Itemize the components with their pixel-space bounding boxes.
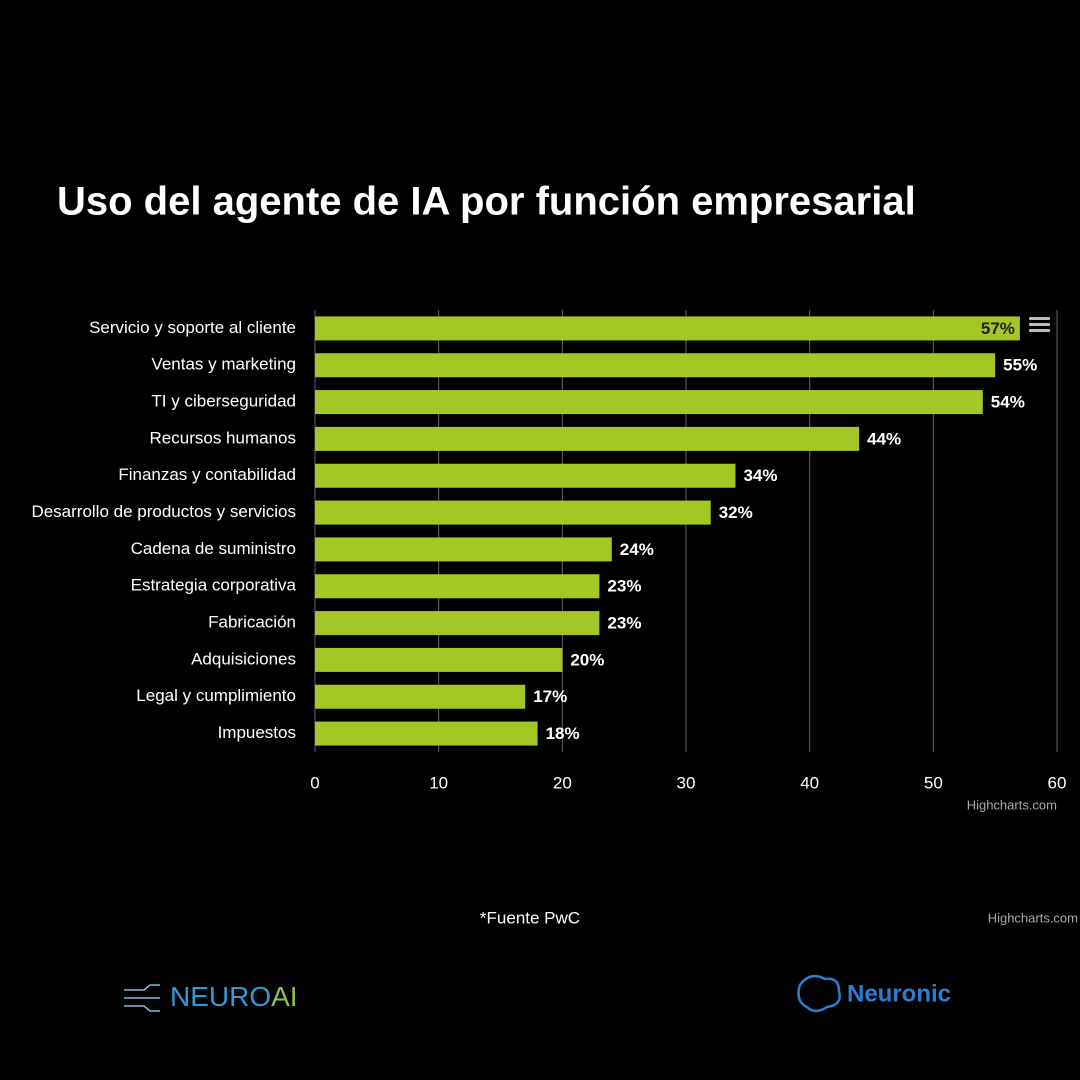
bar [315,316,1020,341]
y-tick-label: Recursos humanos [150,428,296,447]
bar [315,426,860,451]
credit[interactable]: Highcharts.com [988,910,1078,925]
y-tick-label: Desarrollo de productos y servicios [31,502,296,521]
y-tick-label: Fabricación [208,613,296,632]
bar [315,574,600,599]
y-tick-label: Legal y cumplimiento [136,686,296,705]
data-label: 20% [570,650,604,669]
x-tick-label: 20 [553,773,572,792]
x-tick-label: 30 [677,773,696,792]
y-tick-label: Cadena de suministro [131,539,296,558]
x-tick-label: 0 [310,773,319,792]
data-label: 44% [867,429,901,448]
source-note: *Fuente PwC [480,908,580,927]
y-tick-label: Impuestos [218,723,296,742]
neuroai-logo: NEUROAI [124,981,298,1012]
chart-title: Uso del agente de IA por función empresa… [57,180,916,224]
svg-text:NEUROAI: NEUROAI [170,981,298,1012]
data-label: 17% [533,687,567,706]
x-tick-label: 10 [429,773,448,792]
data-label: 32% [719,503,753,522]
bar [315,390,983,415]
data-label: 57% [981,319,1015,338]
menu-icon[interactable] [1029,317,1050,332]
logo-text: Neuronic [847,980,951,1007]
bar [315,537,612,562]
logo-text: AI [271,981,297,1012]
y-tick-label: Finanzas y contabilidad [118,465,296,484]
y-tick-label: Ventas y marketing [151,355,296,374]
x-tick-label: 50 [924,773,943,792]
x-tick-label: 60 [1048,773,1067,792]
data-label: 54% [991,393,1025,412]
x-tick-label: 40 [800,773,819,792]
y-tick-label: Estrategia corporativa [131,576,297,595]
neuronic-logo: Neuronic [797,974,951,1013]
y-tick-label: TI y ciberseguridad [151,392,296,411]
data-label: 55% [1003,356,1037,375]
logo-text: NEURO [170,981,271,1012]
data-label: 23% [607,577,641,596]
bar [315,500,711,525]
bar [315,353,996,378]
bar [315,647,563,672]
credit[interactable]: Highcharts.com [967,797,1057,812]
bar [315,684,526,709]
bar [315,721,538,746]
data-label: 24% [620,540,654,559]
data-label: 18% [546,724,580,743]
data-label: 23% [607,614,641,633]
y-tick-label: Adquisiciones [191,649,296,668]
bar [315,611,600,636]
y-tick-label: Servicio y soporte al cliente [89,318,296,337]
bar [315,463,736,488]
data-label: 34% [743,466,777,485]
